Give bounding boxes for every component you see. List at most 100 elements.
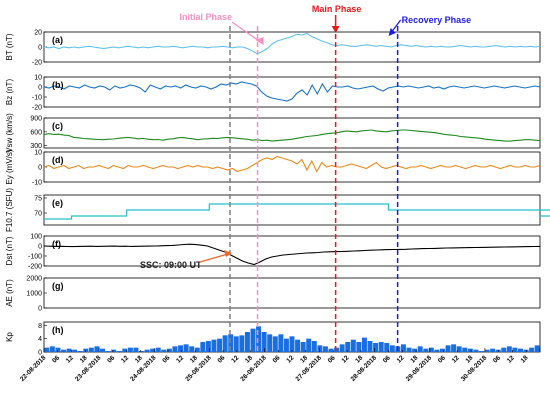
panel-letter-bt: (a) xyxy=(52,35,63,45)
kp-bar xyxy=(144,349,150,352)
ylabel-dst: Dst (nT) xyxy=(5,236,14,265)
hour-label: 12 xyxy=(451,354,461,364)
ytick-label-kp: 4 xyxy=(38,336,42,343)
hour-label: 12 xyxy=(120,354,130,364)
ylabel-ey: Ey (mV/s) xyxy=(5,149,14,184)
kp-bar xyxy=(250,328,256,352)
ytick-label-ey: 0 xyxy=(38,165,42,172)
ytick-label-bt: 20 xyxy=(34,30,42,37)
kp-bar xyxy=(44,347,50,352)
kp-bar xyxy=(434,349,440,352)
kp-bar xyxy=(345,342,351,352)
kp-bar xyxy=(261,332,267,352)
hour-label: 06 xyxy=(437,354,447,364)
hour-label: 06 xyxy=(492,354,502,364)
kp-bar xyxy=(166,348,172,352)
kp-bar xyxy=(322,346,328,352)
ssc-arrow-line xyxy=(199,253,229,263)
kp-bar xyxy=(116,351,122,352)
kp-bar xyxy=(356,342,362,352)
kp-bar xyxy=(228,334,234,352)
kp-bar xyxy=(244,332,250,352)
panel-letter-f107: (e) xyxy=(52,198,63,208)
kp-bar xyxy=(83,348,89,352)
ylabel-vsw: Vsw (km/s) xyxy=(5,113,14,153)
hour-label: 18 xyxy=(244,354,254,364)
kp-bar xyxy=(139,351,145,352)
series-line-dst xyxy=(43,243,541,266)
kp-bar xyxy=(306,338,312,352)
hour-label: 18 xyxy=(520,354,530,364)
hour-label: 06 xyxy=(327,354,337,364)
ytick-label-ey: 10 xyxy=(34,150,42,157)
hour-label: 18 xyxy=(189,354,199,364)
ytick-label-dst: -200 xyxy=(28,264,42,271)
main-phase-arrowhead xyxy=(331,26,340,33)
kp-bar xyxy=(189,346,195,352)
kp-bar xyxy=(534,345,540,352)
series-line-f107 xyxy=(44,203,550,220)
ylabel-f107: F10.7 (SFU) xyxy=(5,188,14,232)
kp-bar xyxy=(178,345,184,352)
ssc-arrowhead xyxy=(224,250,232,257)
kp-bar xyxy=(529,347,535,352)
ylabel-bt: BT (nT) xyxy=(5,33,14,60)
kp-bar xyxy=(105,351,111,352)
panel-letter-vsw: (c) xyxy=(52,121,63,131)
hour-label: 18 xyxy=(79,354,89,364)
kp-bar xyxy=(518,348,523,352)
ytick-label-kp: 8 xyxy=(38,323,42,330)
hour-label: 06 xyxy=(382,354,392,364)
kp-bar xyxy=(384,343,390,352)
hour-label: 12 xyxy=(396,354,406,364)
ytick-label-bz: -10 xyxy=(32,95,42,102)
kp-bar xyxy=(417,346,423,352)
hour-label: 06 xyxy=(51,354,61,364)
kp-bar xyxy=(512,347,518,352)
kp-bar xyxy=(77,351,83,352)
kp-bar xyxy=(423,348,429,352)
kp-bar xyxy=(222,335,228,352)
ytick-label-vsw: 900 xyxy=(30,116,42,123)
ytick-label-f107: 75 xyxy=(34,196,42,203)
kp-bar xyxy=(205,341,211,352)
kp-bar xyxy=(328,348,334,352)
main-phase-label: Main Phase xyxy=(312,4,362,14)
kp-bar xyxy=(55,347,61,352)
initial-phase-arrowhead xyxy=(255,37,264,45)
kp-bar xyxy=(100,348,106,352)
kp-bar xyxy=(239,335,245,352)
recovery-phase-arrow-line xyxy=(391,19,402,33)
ytick-label-ae: 1000 xyxy=(26,291,42,298)
kp-bar xyxy=(217,338,223,352)
kp-bar xyxy=(66,348,72,352)
kp-bar xyxy=(334,347,340,352)
hour-label: 12 xyxy=(285,354,295,364)
series-line-bt xyxy=(43,32,541,55)
panel-frame-dst xyxy=(43,235,541,267)
kp-bar xyxy=(295,339,301,352)
kp-bar xyxy=(400,344,406,352)
initial-phase-label: Initial Phase xyxy=(179,12,232,22)
panel-frame-vsw xyxy=(43,117,541,149)
kp-bar xyxy=(389,345,395,352)
hour-label: 06 xyxy=(106,354,116,364)
kp-bar xyxy=(506,346,512,352)
panel-frame-ae xyxy=(43,277,541,309)
kp-bar xyxy=(155,347,161,352)
kp-bar xyxy=(317,345,323,352)
kp-bar xyxy=(490,348,496,352)
ytick-label-bz: -20 xyxy=(32,105,42,112)
ytick-label-f107: 70 xyxy=(34,211,42,218)
hour-label: 12 xyxy=(506,354,516,364)
panel-letter-bz: (b) xyxy=(52,80,64,90)
ytick-label-bz: 10 xyxy=(34,75,42,82)
panel-letter-ey: (d) xyxy=(52,155,64,165)
ytick-label-bt: -20 xyxy=(32,60,42,67)
kp-bar xyxy=(484,349,490,352)
kp-bar xyxy=(150,348,156,352)
hour-label: 06 xyxy=(161,354,171,364)
ylabel-ae: AE (nT) xyxy=(5,279,14,307)
kp-bar xyxy=(233,336,239,352)
